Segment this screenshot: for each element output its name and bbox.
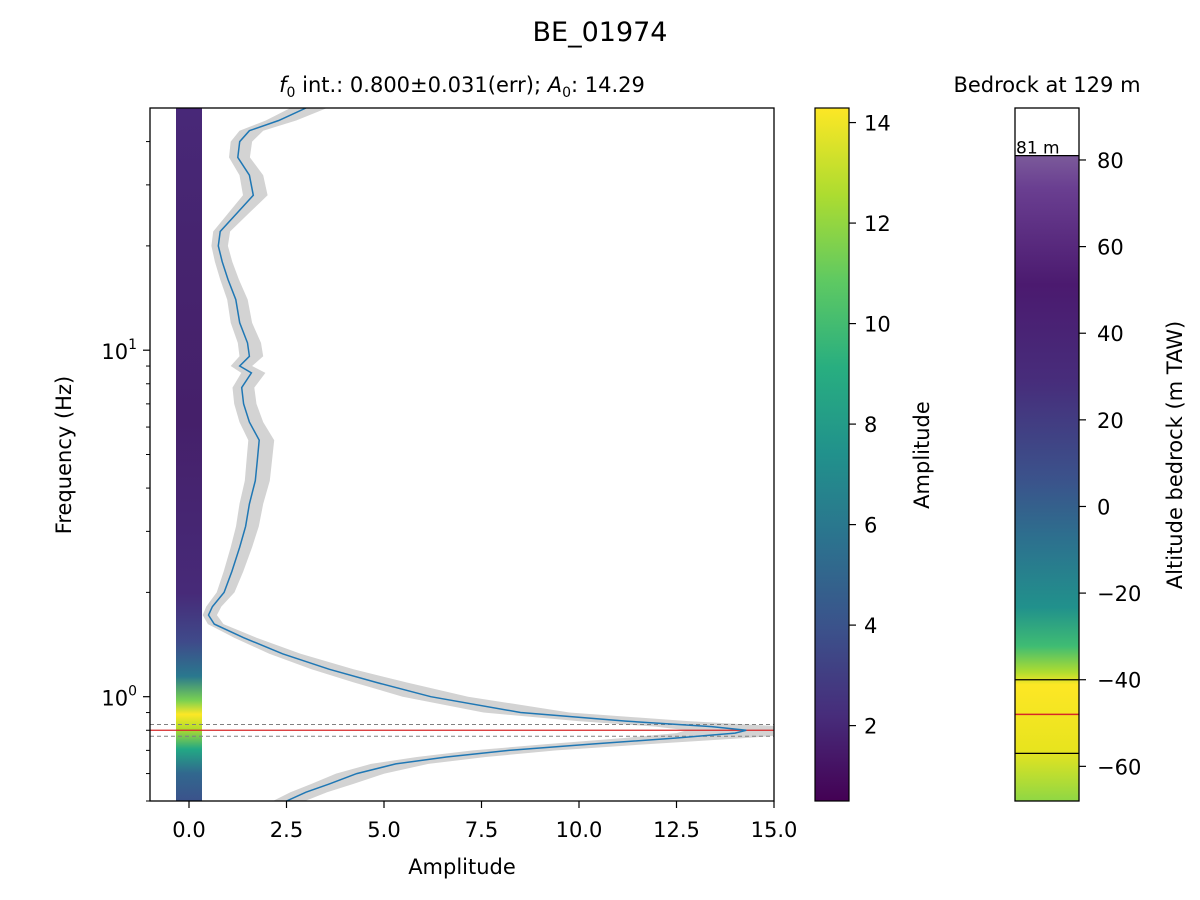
bedrock-ticks: 80 60 40 20 0 −20 −40 −60 xyxy=(1079,149,1141,779)
x-tick-label: 15.0 xyxy=(751,818,798,842)
colorbar-ticks: 2 4 6 8 10 12 14 xyxy=(849,112,891,739)
amplitude-colorbar: 2 4 6 8 10 12 14 Amplitude xyxy=(814,107,934,802)
x-tick-label: 12.5 xyxy=(653,818,700,842)
colorbar-tick-label: 2 xyxy=(864,715,877,739)
y-tick-label: 100 xyxy=(101,684,137,711)
bedrock-column-frame xyxy=(1014,107,1080,802)
y-tick-label: 101 xyxy=(101,337,137,364)
bedrock-tick-label: −40 xyxy=(1097,669,1141,693)
bedrock-tick-label: 0 xyxy=(1097,495,1110,519)
hvsr-panel: f0 int.: 0.800±0.031(err); A0: 14.29 0.0… xyxy=(52,73,797,879)
x-tick-label: 7.5 xyxy=(465,818,498,842)
bedrock-tick-label: 60 xyxy=(1097,236,1124,260)
hvsr-subtitle: f0 int.: 0.800±0.031(err); A0: 14.29 xyxy=(279,73,645,101)
figure-title: BE_01974 xyxy=(533,17,668,48)
plot-area xyxy=(150,108,774,801)
frequency-heatmap-strip xyxy=(176,108,202,801)
error-band xyxy=(202,108,774,801)
colorbar-tick-label: 14 xyxy=(864,112,891,136)
x-tick-label: 2.5 xyxy=(270,818,303,842)
colorbar-tick-label: 10 xyxy=(864,313,891,337)
bedrock-title: Bedrock at 129 m xyxy=(953,73,1140,97)
surface-altitude-label: 81 m xyxy=(1016,139,1060,159)
hvsr-mean-curve xyxy=(207,108,747,801)
bedrock-tick-label: 80 xyxy=(1097,149,1124,173)
bedrock-tick-label: −60 xyxy=(1097,755,1141,779)
y-major-tick-1: 100 xyxy=(101,684,150,711)
bedrock-tick-label: 40 xyxy=(1097,322,1124,346)
bedrock-tick-label: −20 xyxy=(1097,582,1141,606)
x-tick-label: 0.0 xyxy=(172,818,205,842)
bedrock-tick-label: 20 xyxy=(1097,409,1124,433)
bedrock-ylabel: Altitude bedrock (m TAW) xyxy=(1163,321,1187,589)
colorbar-tick-label: 12 xyxy=(864,212,891,236)
x-axis-ticks: 0.0 2.5 5.0 7.5 10.0 12.5 15.0 xyxy=(172,801,797,842)
colorbar-gradient xyxy=(814,107,850,802)
y-minor-ticks xyxy=(146,141,150,802)
colorbar-label: Amplitude xyxy=(910,401,934,509)
colorbar-tick-label: 4 xyxy=(864,614,877,638)
colorbar-tick-label: 6 xyxy=(864,514,877,538)
bedrock-panel: Bedrock at 129 m 81 m 80 60 40 20 0 −20 −40 −60… xyxy=(953,73,1187,802)
y-axis-label: Frequency (Hz) xyxy=(52,376,76,534)
x-tick-label: 10.0 xyxy=(556,818,603,842)
x-tick-label: 5.0 xyxy=(367,818,400,842)
y-major-tick-10: 101 xyxy=(101,337,150,364)
colorbar-tick-label: 8 xyxy=(864,413,877,437)
bedrock-column-fill xyxy=(1015,155,1079,802)
x-axis-label: Amplitude xyxy=(408,855,516,879)
